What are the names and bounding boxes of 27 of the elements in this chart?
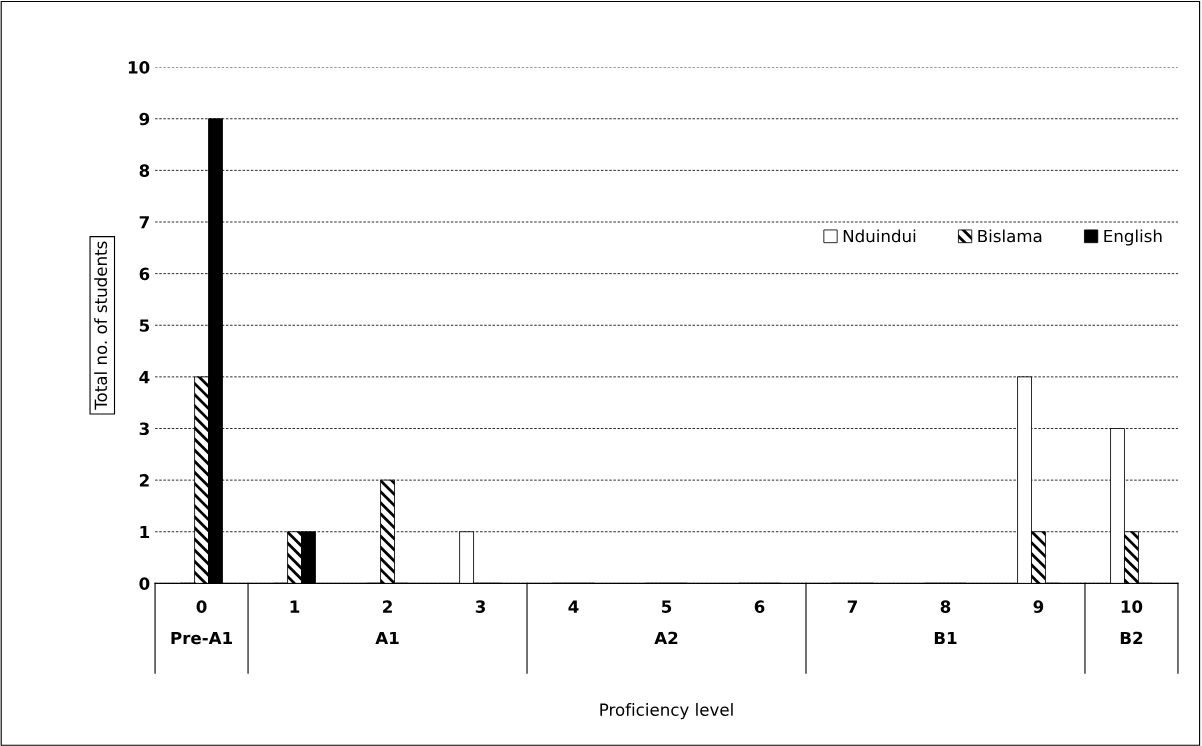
x-tick-label: 8 B1 xyxy=(934,600,957,645)
x-tick-label: 9 xyxy=(1033,600,1044,613)
y-tick-label: 3 xyxy=(139,422,149,436)
x-tick-label: 2 A1 xyxy=(375,600,399,645)
x-tick-label: 5 A2 xyxy=(654,600,678,645)
legend-label: Bislama xyxy=(978,229,1042,243)
x-tick-label: 3 xyxy=(475,600,485,613)
y-tick-label: 7 xyxy=(139,216,149,229)
y-tick-label: 6 xyxy=(139,267,150,281)
x-tick-label: 1 xyxy=(290,600,300,613)
x-tick-label: 7 xyxy=(847,600,857,613)
y-tick-label: 10 xyxy=(128,61,150,74)
y-tick-label: 2 xyxy=(139,474,149,487)
y-axis-title: Total no. of students xyxy=(94,241,108,410)
y-tick-label: 9 xyxy=(139,112,150,126)
legend-label: English xyxy=(1104,229,1162,246)
y-tick-label: 4 xyxy=(139,371,150,384)
x-tick-label: 4 xyxy=(568,600,579,613)
y-tick-label: 5 xyxy=(139,319,150,332)
x-axis-title: Proficiency level xyxy=(600,703,733,720)
legend-label: Nduindui xyxy=(843,229,916,243)
x-tick-label: 0 Pre-A1 xyxy=(171,600,232,645)
y-tick-label: 1 xyxy=(140,525,150,539)
x-tick-label: 6 xyxy=(754,600,765,613)
y-tick-label: 8 xyxy=(139,164,150,177)
x-tick-label: 10 B2 xyxy=(1120,600,1143,645)
y-tick-label: 0 xyxy=(139,577,150,590)
